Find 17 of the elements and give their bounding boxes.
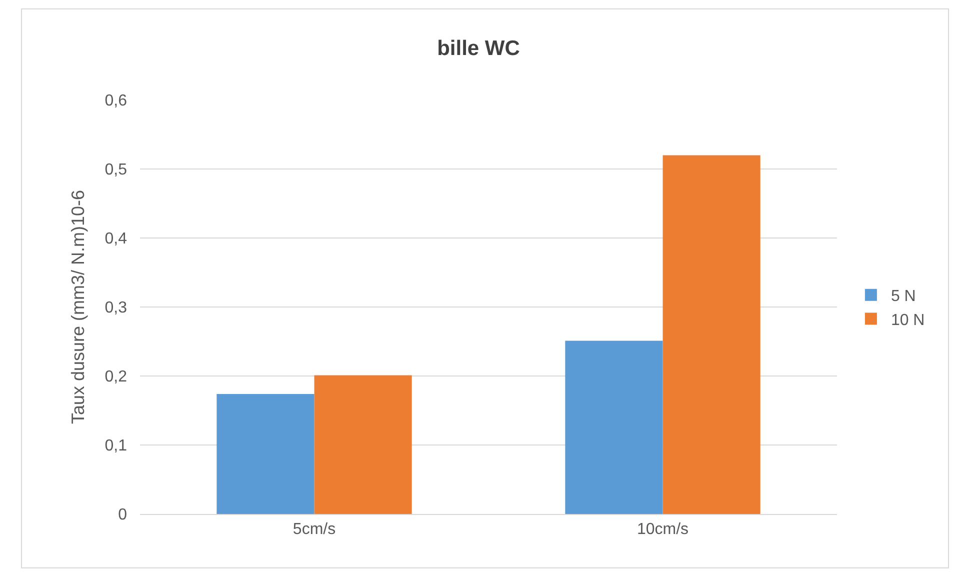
y-tick-label: 0,6 xyxy=(104,92,128,110)
chart-title: bille WC xyxy=(437,37,520,60)
y-tick-label: 0,4 xyxy=(104,230,128,248)
y-tick-label: 0,2 xyxy=(104,368,128,386)
bar xyxy=(216,394,314,514)
bar xyxy=(565,340,663,514)
bar xyxy=(314,375,412,514)
y-tick-label: 0 xyxy=(118,506,128,524)
x-tick-label: 5cm/s xyxy=(292,521,336,538)
y-tick-label: 0,1 xyxy=(104,438,128,455)
bar xyxy=(662,155,760,514)
x-tick-label: 10cm/s xyxy=(636,521,689,538)
y-tick-label: 0,5 xyxy=(104,162,128,179)
legend-label: 10 N xyxy=(890,312,925,329)
legend-label: 5 N xyxy=(890,288,916,306)
y-axis-title: Taux dusure (mm3/ N.m)10-6 xyxy=(68,190,88,424)
y-tick-label: 0,3 xyxy=(104,300,128,317)
